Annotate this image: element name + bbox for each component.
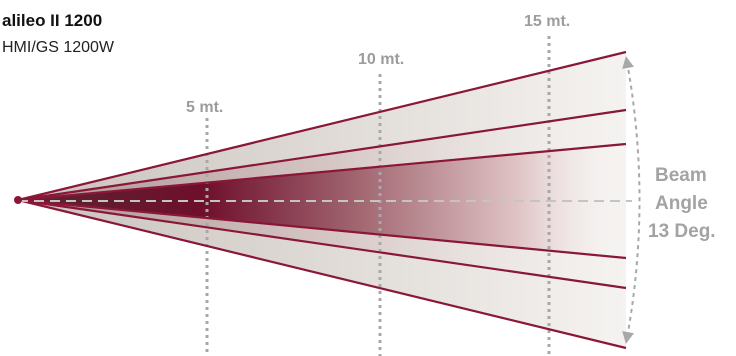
beam-angle-label-line2: Angle [655, 193, 708, 214]
beam-line-inner-top [17, 142, 627, 202]
beam-edge-lines [17, 50, 627, 350]
beam-angle-label-line1: Beam [655, 165, 707, 186]
product-title: alileo II 1200 [2, 11, 102, 30]
beam-line-inner-bottom [17, 198, 627, 260]
beam-angle-arc [622, 56, 641, 344]
beam-line-outer-bottom [17, 198, 627, 350]
beam-line-outer-top [17, 50, 627, 202]
beam-line-mid-top [17, 108, 627, 202]
light-source-point [14, 196, 22, 204]
distance-label-5m: 5 mt. [186, 99, 223, 116]
distance-label-15m: 15 mt. [524, 13, 570, 30]
beam-angle-label-line3: 13 Deg. [648, 221, 716, 242]
product-subtitle: HMI/GS 1200W [2, 39, 115, 56]
beam-line-mid-bottom [17, 198, 627, 290]
distance-label-10m: 10 mt. [358, 51, 404, 68]
